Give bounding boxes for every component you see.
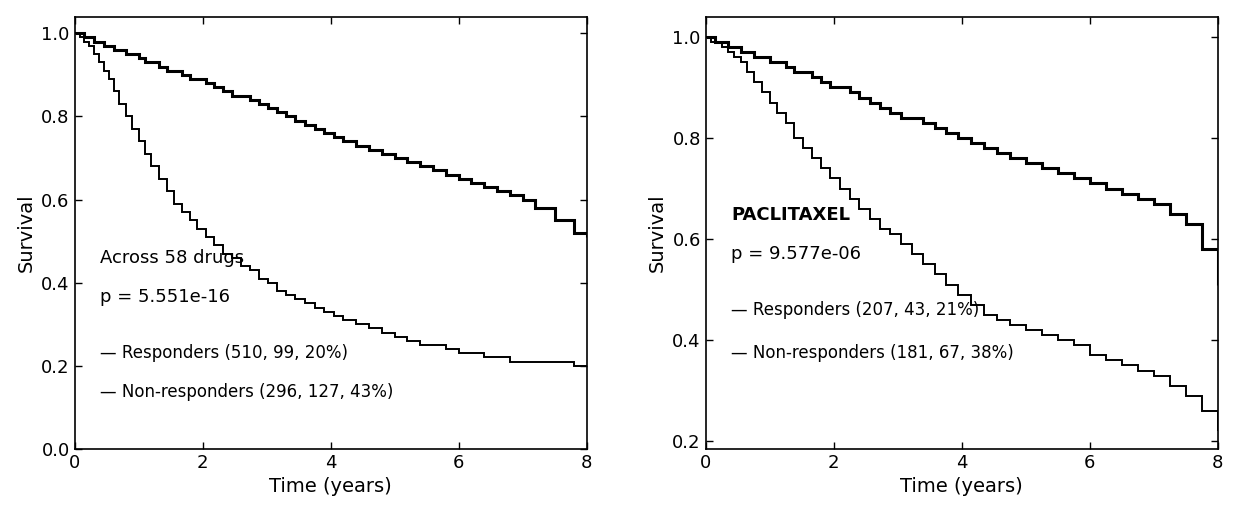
Text: p = 9.577e-06: p = 9.577e-06: [732, 245, 862, 263]
Y-axis label: Survival: Survival: [16, 193, 36, 272]
Text: — Responders (207, 43, 21%): — Responders (207, 43, 21%): [732, 301, 980, 319]
Text: Across 58 drugs: Across 58 drugs: [100, 249, 244, 267]
X-axis label: Time (years): Time (years): [900, 477, 1023, 497]
Text: — Responders (510, 99, 20%): — Responders (510, 99, 20%): [100, 344, 348, 363]
Text: — Non-responders (296, 127, 43%): — Non-responders (296, 127, 43%): [100, 383, 393, 401]
X-axis label: Time (years): Time (years): [269, 477, 392, 497]
Text: — Non-responders (181, 67, 38%): — Non-responders (181, 67, 38%): [732, 344, 1014, 363]
Text: PACLITAXEL: PACLITAXEL: [732, 206, 851, 224]
Text: p = 5.551e-16: p = 5.551e-16: [100, 288, 231, 306]
Y-axis label: Survival: Survival: [647, 193, 667, 272]
